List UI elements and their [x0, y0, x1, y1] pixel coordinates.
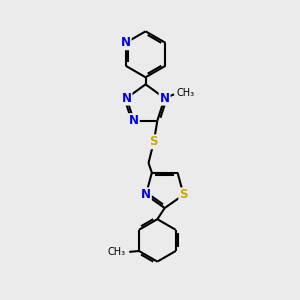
Text: N: N: [121, 36, 131, 49]
Text: CH₃: CH₃: [177, 88, 195, 98]
Text: N: N: [129, 114, 139, 127]
Text: CH₃: CH₃: [108, 248, 126, 257]
Text: N: N: [160, 92, 170, 105]
Text: S: S: [150, 135, 158, 148]
Text: S: S: [179, 188, 188, 201]
Text: N: N: [122, 92, 131, 105]
Text: N: N: [141, 188, 151, 201]
